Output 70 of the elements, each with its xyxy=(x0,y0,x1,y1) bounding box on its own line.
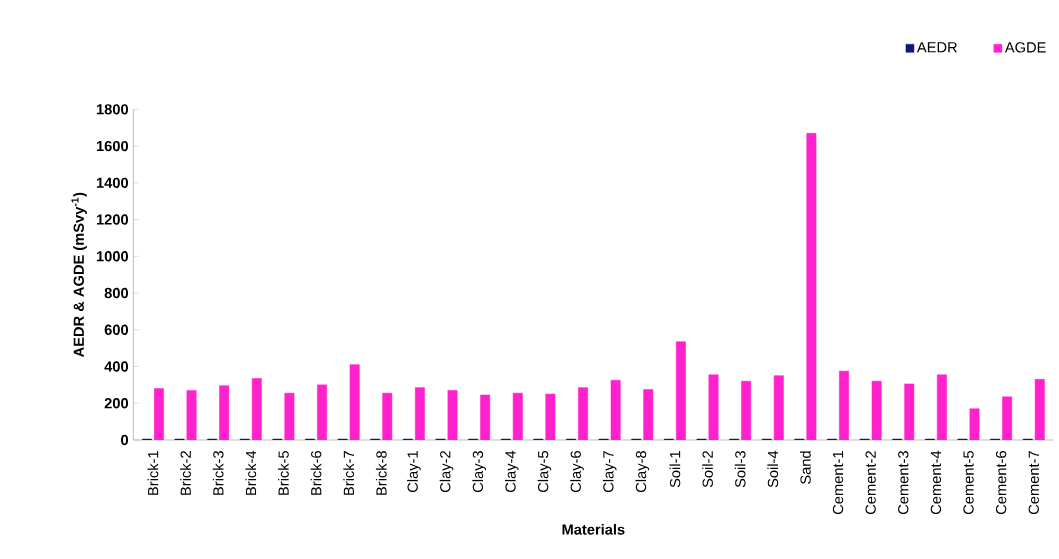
x-tick-label: Clay-4 xyxy=(504,450,519,493)
bar xyxy=(643,389,654,440)
x-tick-label: Clay-3 xyxy=(472,451,486,493)
x-tick-label: Brick-7 xyxy=(343,451,355,495)
x-tick-label: Brick-2 xyxy=(180,451,191,495)
legend-label: AEDR xyxy=(916,42,957,53)
bar xyxy=(1002,396,1013,440)
bar xyxy=(414,387,425,440)
bar xyxy=(1034,379,1045,440)
bar xyxy=(871,380,882,440)
x-tick-label: Cement-6 xyxy=(995,451,1007,515)
y-tick-label: 1200 xyxy=(96,214,129,225)
bar xyxy=(839,370,849,440)
x-tick-label: Soil-1 xyxy=(669,451,681,488)
bar xyxy=(480,394,491,440)
x-tick-label: Cement-7 xyxy=(1028,451,1039,515)
x-tick-label: Clay-6 xyxy=(570,451,584,493)
y-tick-label: 200 xyxy=(104,398,129,409)
bar xyxy=(153,388,164,440)
y-tick-label: 800 xyxy=(104,287,129,299)
y-tick-label: 1400 xyxy=(96,177,129,188)
x-tick-label: Clay-2 xyxy=(439,451,454,493)
bar xyxy=(349,364,360,440)
x-tick-label: Brick-3 xyxy=(212,451,224,495)
x-tick-label: Cement-4 xyxy=(930,450,942,515)
x-tick-label: Cement-1 xyxy=(832,451,844,515)
bar xyxy=(186,390,197,440)
y-tick-label: 1800 xyxy=(96,104,129,115)
bar xyxy=(773,375,784,440)
bar xyxy=(512,392,523,440)
bar xyxy=(904,383,915,440)
x-tick-label: Soil-4 xyxy=(767,450,779,488)
bar xyxy=(447,390,458,440)
bar xyxy=(806,132,817,440)
x-tick-label: Clay-5 xyxy=(537,451,552,493)
x-tick-label: Brick-4 xyxy=(245,450,257,495)
y-tick-label: 1600 xyxy=(96,140,129,152)
bar xyxy=(382,392,393,440)
x-tick-label: Soil-3 xyxy=(734,451,746,488)
bar xyxy=(545,393,556,440)
bar xyxy=(936,374,947,440)
text: AEDR & AGDE (mSvy$^{-1}$) xyxy=(71,192,87,358)
bar xyxy=(708,374,719,440)
bar xyxy=(251,378,262,440)
y-tick-label: 0 xyxy=(121,434,129,446)
x-tick-label: Cement-5 xyxy=(963,451,974,515)
x-tick-label: Brick-8 xyxy=(375,451,387,495)
x-tick-label: Sand xyxy=(800,451,811,484)
bar xyxy=(969,408,980,440)
bar xyxy=(219,385,230,440)
bar xyxy=(578,387,588,440)
bar xyxy=(675,341,686,440)
x-tick-label: Brick-1 xyxy=(147,451,159,495)
y-tick-label: 400 xyxy=(104,361,129,372)
y-tick-label: 600 xyxy=(104,324,129,335)
x-tick-label: Soil-2 xyxy=(702,451,713,488)
bar xyxy=(284,392,295,440)
x-tick-label: Clay-8 xyxy=(635,451,650,493)
x-tick-label: Cement-3 xyxy=(898,451,909,515)
x-tick-label: Brick-6 xyxy=(310,451,322,495)
bar xyxy=(741,380,752,440)
y-tick-label: 1000 xyxy=(96,251,129,262)
x-tick-label: Brick-5 xyxy=(278,451,289,495)
bar xyxy=(317,384,327,440)
bar xyxy=(610,380,621,440)
x-tick-label: Clay-7 xyxy=(602,451,617,493)
x-tick-label: Clay-1 xyxy=(407,451,421,493)
x-tick-label: Cement-2 xyxy=(865,451,876,515)
legend-label: AGDE xyxy=(1004,42,1046,53)
x-axis-title: Materials xyxy=(562,523,625,535)
